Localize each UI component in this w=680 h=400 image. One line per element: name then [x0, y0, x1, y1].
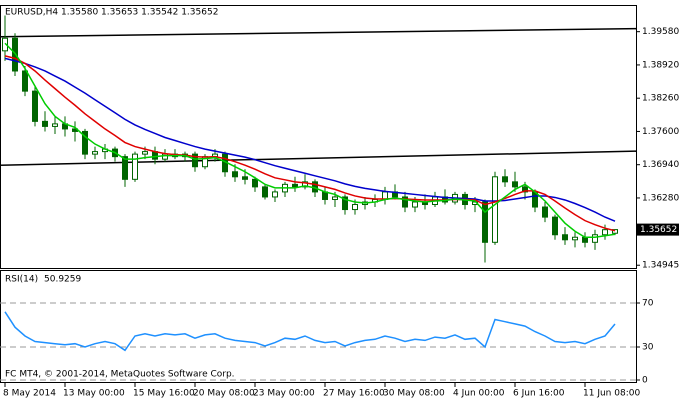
candle-body	[542, 206, 548, 218]
candle-body	[332, 196, 338, 200]
moving-average	[4, 57, 616, 222]
candle-body	[582, 236, 588, 243]
x-tick-label: 20 May 08:00	[193, 389, 255, 399]
candle-body	[572, 236, 578, 241]
candle-body	[132, 153, 138, 180]
candle-body	[402, 196, 408, 208]
y-tick-label: 1.37600	[642, 127, 679, 137]
candle-body	[492, 176, 498, 243]
moving-average	[4, 55, 616, 232]
candle-body	[262, 186, 268, 198]
candle-body	[2, 37, 8, 52]
x-tick-label: 8 May 2014	[3, 389, 56, 399]
candle-body	[342, 196, 348, 211]
candle-body	[252, 178, 258, 188]
candle-body	[612, 229, 618, 234]
x-tick-label: 23 May 00:00	[253, 389, 315, 399]
copyright: FC MT4, © 2001-2014, MetaQuotes Software…	[5, 370, 235, 380]
x-tick-label: 30 May 08:00	[383, 389, 445, 399]
y-tick-label: 1.38260	[642, 94, 679, 104]
current-price-box	[637, 223, 679, 236]
x-tick-label: 13 May 00:00	[63, 389, 125, 399]
candle-body	[562, 234, 568, 241]
y-tick-label: 1.34945	[642, 261, 679, 271]
candle-body	[602, 229, 608, 236]
candle-body	[82, 130, 88, 155]
candle-body	[552, 216, 558, 236]
y-tick-label: 70	[642, 299, 654, 309]
current-price-label: 1.35652	[640, 225, 677, 235]
rsi-line	[4, 311, 616, 352]
candle-body	[272, 191, 278, 198]
candle-body	[302, 181, 308, 188]
y-tick-label: 30	[642, 343, 654, 353]
candle-body	[142, 151, 148, 155]
x-tick-label: 11 Jun 08:00	[583, 389, 640, 399]
candle-body	[22, 70, 28, 92]
candle-body	[152, 151, 158, 160]
candle-body	[92, 151, 98, 155]
candle-body	[512, 181, 518, 188]
trendline	[0, 27, 637, 38]
x-tick-label: 15 May 16:00	[133, 389, 195, 399]
candle-body	[592, 234, 598, 243]
candle-body	[122, 156, 128, 180]
candle-body	[162, 153, 168, 160]
candle-body	[232, 171, 238, 178]
moving-average	[4, 42, 616, 239]
candle-body	[192, 153, 198, 168]
candle-body	[32, 90, 38, 122]
rsi-title: RSI(14)	[5, 275, 38, 285]
candle-body	[42, 120, 48, 127]
chart-title: EURUSD,H4 1.35580 1.35653 1.35542 1.3565…	[5, 8, 218, 18]
y-tick-label: 1.36280	[642, 193, 679, 203]
plot-layer: 1.39580 1.38920 1.38260 1.37600 1.36940 1.362…	[0, 15, 679, 399]
y-tick-label: 1.38920	[642, 60, 679, 70]
x-tick-label: 27 May 16:00	[323, 389, 385, 399]
candle-body	[292, 183, 298, 188]
x-tick-label: 6 Jun 16:00	[513, 389, 565, 399]
trendline	[0, 150, 637, 166]
y-tick-label: 1.39580	[642, 27, 679, 37]
x-tick-label: 4 Jun 00:00	[453, 389, 505, 399]
candle-body	[482, 201, 488, 243]
y-tick-label: 1.36940	[642, 160, 679, 170]
candle-body	[412, 201, 418, 208]
candle-body	[352, 204, 358, 211]
rsi-current-value: 50.9259	[44, 275, 81, 285]
price-panel	[0, 5, 637, 269]
candle-body	[52, 123, 58, 127]
candle-body	[242, 176, 248, 180]
y-tick-label: 0	[642, 376, 648, 386]
rsi-panel	[0, 270, 637, 383]
candle-body	[522, 186, 528, 193]
candle-body	[502, 176, 508, 183]
